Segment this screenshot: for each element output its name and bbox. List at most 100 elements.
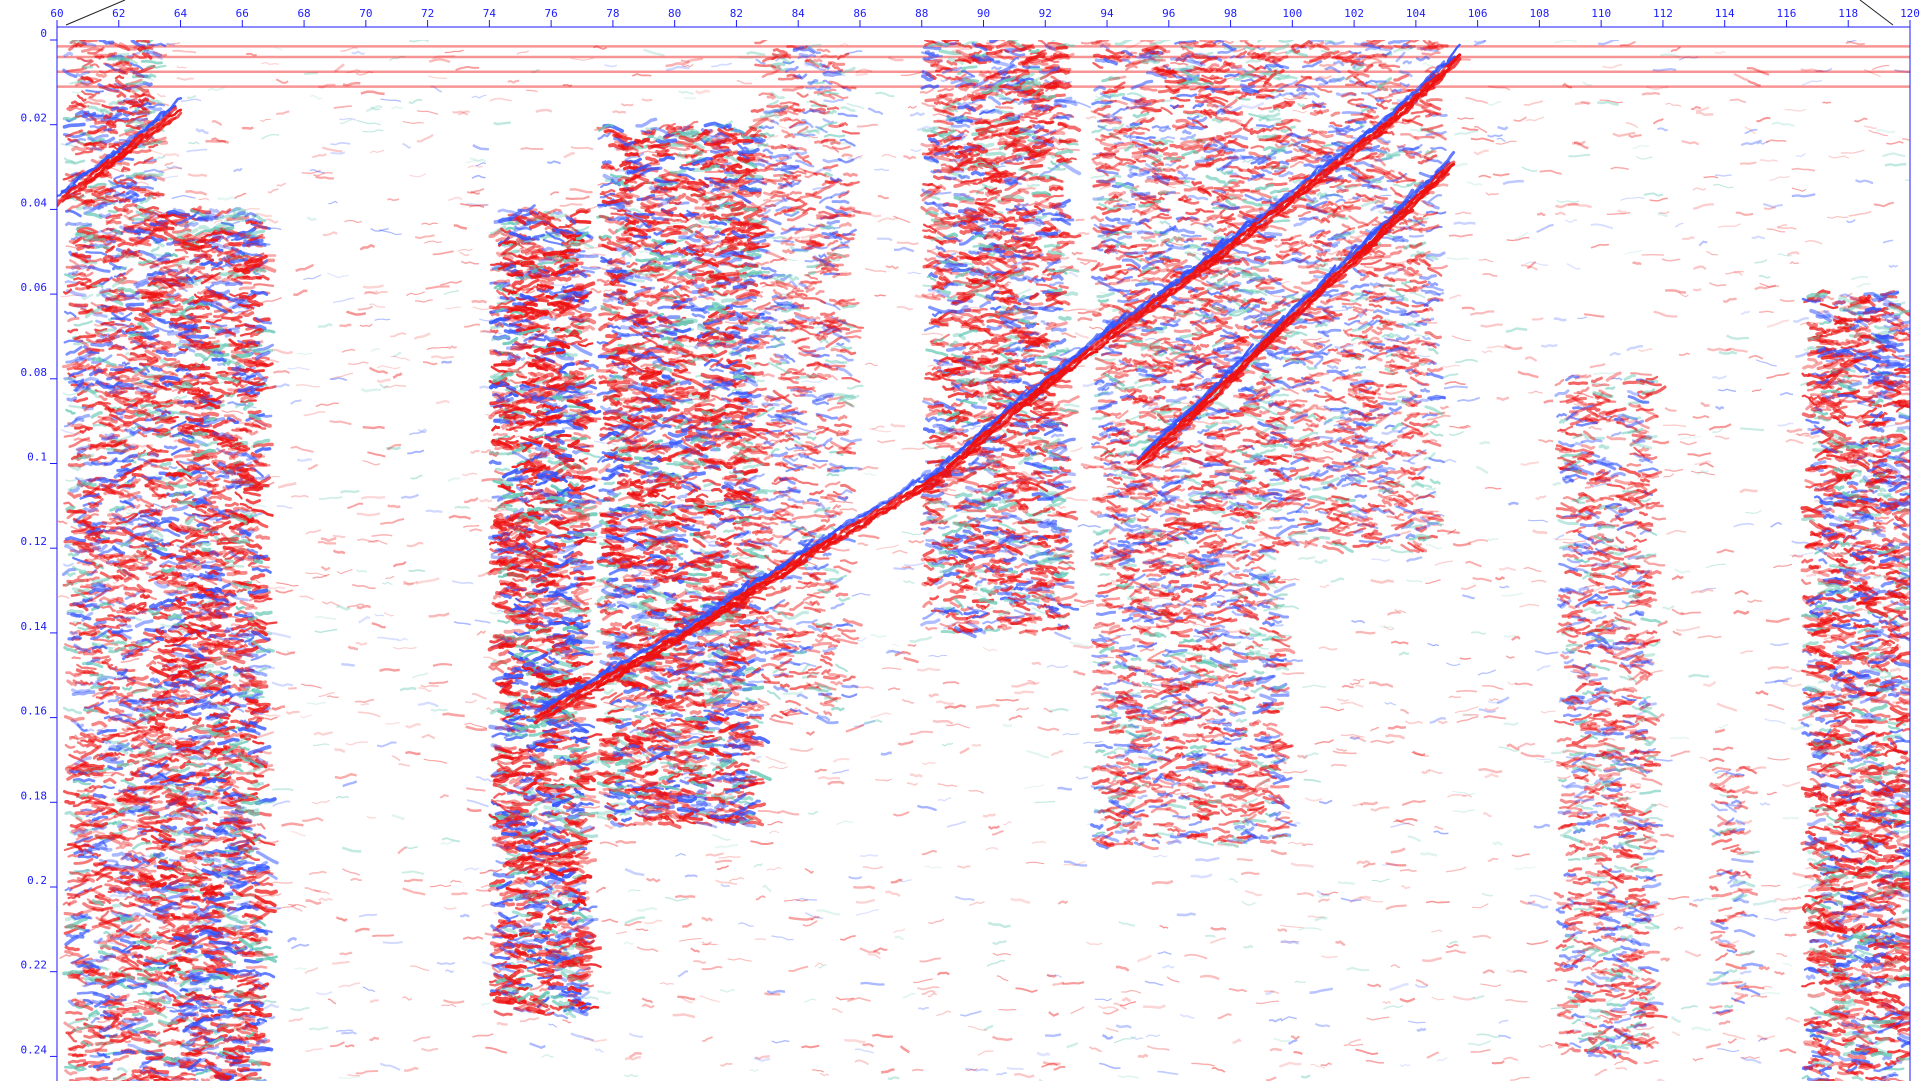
noise-wavelet (1319, 62, 1336, 68)
noise-wavelet (85, 580, 104, 587)
noise-wavelet (378, 229, 402, 236)
noise-wavelet (360, 388, 381, 393)
noise-wavelet (1204, 934, 1216, 938)
noise-wavelet (1496, 696, 1510, 704)
noise-wavelet (290, 445, 314, 453)
noise-wavelet (1766, 319, 1789, 328)
noise-wavelet (1617, 209, 1627, 214)
zone-wavelet (71, 1052, 84, 1058)
noise-wavelet (354, 698, 375, 704)
noise-wavelet (762, 318, 779, 324)
zone-wavelet (77, 854, 99, 859)
noise-wavelet (1623, 728, 1638, 732)
noise-wavelet (1684, 950, 1702, 958)
noise-wavelet (971, 743, 982, 747)
noise-wavelet (1660, 957, 1671, 963)
noise-wavelet (624, 916, 646, 925)
zone-wavelet (65, 505, 76, 511)
zone-wavelet (73, 750, 87, 755)
zone-wavelet (211, 248, 222, 254)
noise-wavelet (678, 90, 694, 95)
noise-wavelet (1347, 389, 1358, 396)
zone-wavelet (148, 800, 163, 805)
noise-wavelet (1645, 85, 1669, 91)
noise-wavelet (1075, 218, 1085, 222)
noise-wavelet (493, 121, 511, 126)
noise-wavelet (604, 823, 614, 830)
zone-wavelet (133, 930, 152, 935)
noise-wavelet (376, 365, 401, 370)
noise-wavelet (753, 863, 763, 868)
zone-wavelet (83, 669, 96, 675)
noise-wavelet (1336, 375, 1349, 382)
noise-wavelet (864, 362, 878, 367)
zone-wavelet (139, 772, 151, 778)
noise-wavelet (1479, 440, 1491, 445)
zone-wavelet (132, 1012, 143, 1017)
noise-wavelet (454, 505, 470, 510)
noise-wavelet (888, 687, 901, 691)
noise-wavelet (1360, 801, 1379, 806)
noise-wavelet (1115, 1024, 1132, 1029)
noise-wavelet (1496, 137, 1506, 143)
noise-wavelet (736, 79, 753, 85)
noise-wavelet (474, 619, 491, 624)
noise-wavelet (665, 60, 691, 68)
noise-wavelet (1390, 822, 1411, 828)
noise-wavelet (535, 108, 553, 113)
zone-wavelet (115, 382, 135, 388)
zone-wavelet (132, 945, 151, 951)
zone-wavelet (103, 1014, 120, 1021)
noise-wavelet (816, 909, 841, 916)
noise-wavelet (857, 637, 867, 642)
noise-wavelet (1270, 849, 1287, 856)
noise-wavelet (790, 132, 811, 139)
zone-wavelet (104, 530, 127, 537)
zone-wavelet (142, 81, 153, 88)
noise-wavelet (1276, 634, 1293, 638)
zone-wavelet (94, 1040, 116, 1046)
noise-wavelet (1793, 316, 1809, 323)
noise-wavelet (187, 173, 208, 178)
noise-wavelet (224, 219, 248, 223)
noise-wavelet (615, 839, 636, 845)
noise-wavelet (1046, 973, 1057, 978)
noise-wavelet (877, 195, 889, 200)
noise-wavelet (332, 297, 355, 304)
zone-wavelet (88, 784, 103, 790)
noise-wavelet (636, 946, 659, 953)
zone-wavelet (75, 81, 94, 87)
noise-wavelet (718, 855, 741, 859)
noise-wavelet (355, 641, 368, 646)
noise-wavelet (386, 446, 401, 451)
zone-wavelet (103, 127, 112, 132)
noise-wavelet (275, 650, 296, 656)
noise-wavelet (1355, 684, 1365, 688)
noise-wavelet (677, 995, 696, 1001)
noise-wavelet (159, 167, 183, 172)
noise-wavelet (1761, 884, 1781, 888)
noise-wavelet (1786, 428, 1803, 433)
noise-wavelet (1746, 67, 1770, 76)
zone-wavelet (92, 423, 106, 428)
noise-wavelet (901, 447, 925, 451)
noise-wavelet (1462, 594, 1475, 600)
noise-wavelet (482, 331, 503, 335)
zone-wavelet (99, 954, 116, 960)
zone-wavelet (97, 940, 108, 945)
noise-wavelet (405, 750, 421, 756)
noise-wavelet (593, 440, 617, 446)
noise-wavelet (371, 534, 393, 537)
noise-wavelet (738, 55, 761, 60)
zone-wavelet (252, 558, 264, 564)
noise-wavelet (491, 799, 516, 804)
zone-wavelet (80, 808, 93, 813)
noise-wavelet (1277, 810, 1292, 815)
noise-wavelet (1002, 723, 1012, 728)
noise-wavelet (363, 290, 379, 295)
noise-wavelet (1063, 860, 1086, 867)
zone-wavelet (238, 285, 256, 291)
noise-wavelet (1729, 98, 1747, 104)
noise-wavelet (1341, 684, 1354, 689)
zone-wavelet (78, 631, 97, 637)
